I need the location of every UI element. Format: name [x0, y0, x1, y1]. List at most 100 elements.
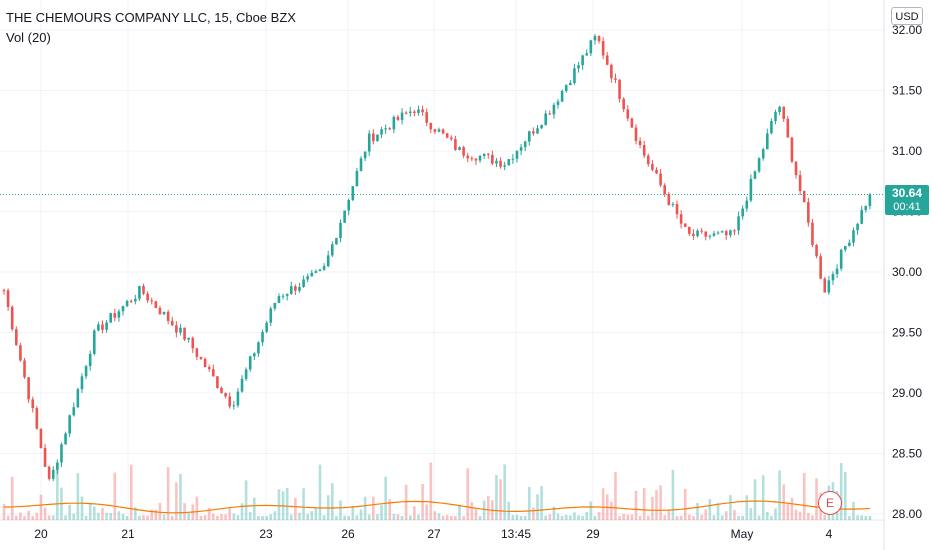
volume-bar — [363, 496, 367, 520]
volume-bar — [359, 509, 363, 520]
candle-body — [331, 244, 334, 256]
volume-bar — [671, 469, 675, 520]
volume-bar — [314, 508, 318, 520]
candle-body — [117, 311, 121, 318]
volume-bar — [51, 515, 55, 520]
volume-bar — [544, 515, 547, 520]
candle-body — [823, 278, 827, 293]
volume-bar — [84, 515, 88, 520]
volume-bar — [536, 494, 539, 520]
candle-body — [343, 210, 346, 223]
candle-body — [622, 98, 625, 110]
candle-body — [786, 118, 790, 138]
candle-body — [429, 122, 433, 130]
candle-body — [216, 376, 219, 388]
candle-body — [753, 171, 757, 179]
y-tick-label: 28.50 — [892, 447, 922, 461]
y-tick-label: 29.50 — [892, 326, 922, 340]
candle-body — [733, 230, 736, 232]
candle-body — [527, 131, 531, 142]
volume-bar — [696, 502, 699, 520]
volume-bar — [503, 464, 506, 520]
volume-bar — [396, 514, 400, 520]
candle-body — [187, 337, 190, 340]
candle-body — [248, 356, 252, 370]
volume-bar — [92, 506, 96, 520]
candle-body — [749, 178, 753, 201]
candle-body — [318, 269, 322, 272]
volume-bar — [495, 475, 498, 520]
earnings-marker-icon[interactable]: E — [818, 491, 842, 515]
volume-bar — [31, 515, 35, 520]
volume-bar — [322, 515, 326, 520]
volume-bar — [2, 504, 6, 520]
candle-body — [671, 204, 675, 206]
candle-body — [827, 280, 831, 293]
candle-body — [265, 322, 268, 332]
candle-body — [626, 109, 630, 119]
volume-bar — [388, 499, 392, 520]
candle-body — [646, 155, 650, 164]
volume-indicator-label[interactable]: Vol (20) — [6, 30, 51, 45]
volume-bar — [113, 472, 117, 520]
candle-body — [585, 53, 589, 56]
candle-body — [495, 160, 498, 164]
volume-bar — [433, 511, 437, 520]
candle-body — [97, 324, 100, 331]
volume-bar — [679, 515, 683, 520]
candle-body — [113, 313, 117, 318]
volume-bar — [306, 513, 309, 520]
candle-body — [314, 271, 318, 273]
volume-bar — [187, 513, 190, 520]
candle-body — [700, 230, 703, 232]
candle-body — [856, 223, 859, 231]
candle-body — [326, 255, 330, 267]
volume-bar — [134, 507, 137, 520]
candle-body — [138, 286, 141, 299]
candle-body — [462, 147, 465, 156]
candle-body — [47, 466, 51, 479]
volume-bar — [564, 514, 568, 520]
volume-bar — [195, 496, 199, 520]
volume-bar — [437, 513, 441, 520]
candle-body — [597, 36, 601, 42]
candle-body — [240, 378, 244, 392]
x-tick-label: 27 — [427, 527, 441, 541]
candle-body — [569, 83, 572, 86]
volume-bar — [720, 515, 724, 520]
volume-bar — [585, 511, 589, 520]
candle-body — [43, 448, 47, 467]
volume-bar — [35, 512, 39, 520]
candle-body — [425, 112, 428, 123]
volume-bar — [450, 515, 453, 520]
candle-body — [466, 155, 470, 159]
x-tick-label: 23 — [259, 527, 273, 541]
volume-bar — [425, 504, 428, 520]
candle-body — [667, 194, 671, 205]
volume-bar — [523, 515, 527, 520]
bar-countdown: 00:41 — [893, 201, 921, 213]
volume-bar — [614, 471, 617, 520]
candle-body — [716, 232, 720, 234]
x-tick-label: 21 — [121, 527, 135, 541]
volume-bar — [109, 513, 112, 520]
y-tick-label: 28.00 — [892, 507, 922, 521]
candle-body — [696, 230, 699, 237]
volume-bar — [19, 512, 22, 520]
volume-bar — [441, 515, 445, 520]
volume-bar — [761, 475, 765, 520]
volume-bar — [618, 515, 621, 520]
currency-button[interactable]: USD — [891, 7, 923, 25]
candle-body — [60, 444, 63, 463]
candle-body — [261, 331, 264, 343]
candle-body — [683, 223, 687, 227]
candle-body — [692, 233, 695, 237]
volume-bar — [733, 509, 736, 520]
volume-bar — [56, 469, 59, 520]
candle-body — [76, 389, 80, 408]
volume-bar — [253, 497, 256, 520]
volume-bar — [298, 512, 301, 520]
symbol-title[interactable]: THE CHEMOURS COMPANY LLC, 15, Cboe BZX — [6, 10, 296, 25]
volume-bar — [716, 502, 720, 520]
